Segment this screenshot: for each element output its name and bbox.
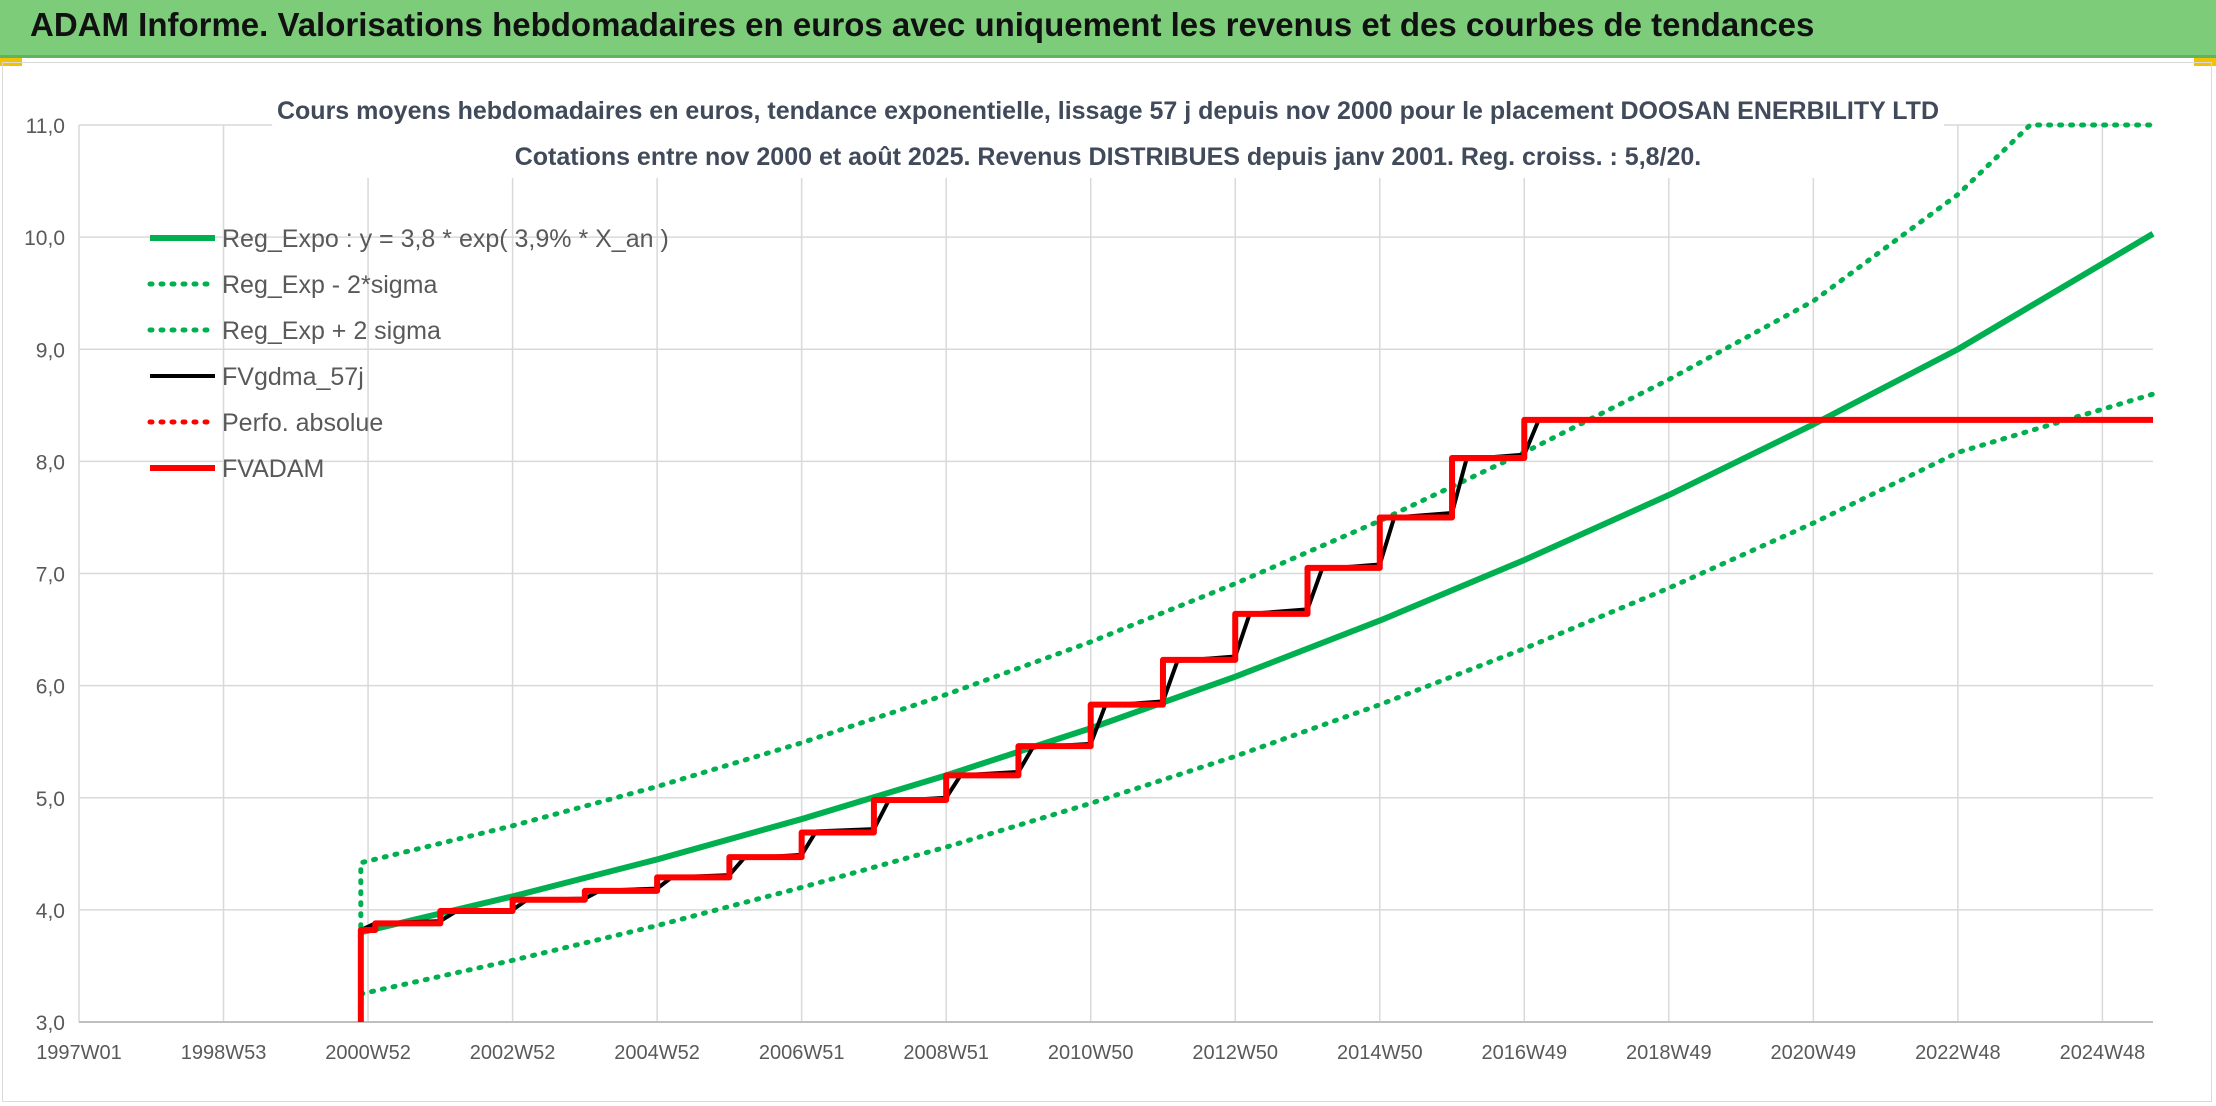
y-tick-label: 3,0 bbox=[36, 1012, 65, 1035]
y-tick-label: 7,0 bbox=[36, 564, 65, 587]
x-tick-label: 2002W52 bbox=[470, 1042, 556, 1064]
x-tick-label: 2018W49 bbox=[1626, 1042, 1712, 1064]
y-tick-label: 10,0 bbox=[24, 227, 65, 250]
axis-layer: 3,0 4,0 5,0 6,0 7,0 8,0 9,0 10,0 11,0 1997W01 1998… bbox=[24, 115, 2153, 1064]
legend-entry: FVADAM bbox=[222, 455, 324, 483]
x-tick-label: 2016W49 bbox=[1481, 1042, 1567, 1064]
y-tick-label: 9,0 bbox=[36, 339, 65, 362]
x-tick-label: 1998W53 bbox=[181, 1042, 267, 1064]
y-tick-label: 4,0 bbox=[36, 900, 65, 923]
legend-entry: Perfo. absolue bbox=[222, 409, 383, 437]
legend-entry: Reg_Exp - 2*sigma bbox=[222, 271, 437, 299]
legend: Reg_Expo : y = 3,8 * exp( 3,9% * X_an ) R… bbox=[147, 225, 669, 483]
y-tick-label: 5,0 bbox=[36, 788, 65, 811]
x-tick-label: 2024W48 bbox=[2060, 1042, 2146, 1064]
legend-entry: Reg_Expo : y = 3,8 * exp( 3,9% * X_an ) bbox=[222, 225, 669, 253]
series-line-3 bbox=[359, 419, 1541, 932]
series-line-2 bbox=[358, 122, 2156, 930]
chart-title: Cours moyens hebdomadaires en euros, ten… bbox=[277, 97, 1939, 125]
series-line-1 bbox=[358, 391, 2156, 997]
y-tick-label: 8,0 bbox=[36, 451, 65, 474]
x-tick-label: 2008W51 bbox=[903, 1042, 989, 1064]
header-title: ADAM Informe. Valorisations hebdomadaire… bbox=[30, 6, 1815, 43]
y-tick-label: 6,0 bbox=[36, 676, 65, 699]
x-tick-label: 2010W50 bbox=[1048, 1042, 1134, 1064]
header-bar: ADAM Informe. Valorisations hebdomadaire… bbox=[0, 0, 2216, 58]
x-tick-label: 2022W48 bbox=[1915, 1042, 2001, 1064]
x-tick-label: 2006W51 bbox=[759, 1042, 845, 1064]
legend-entry: Reg_Exp + 2 sigma bbox=[222, 317, 441, 345]
series-line-0 bbox=[360, 231, 2155, 936]
chart-subtitle: Cotations entre nov 2000 et août 2025. R… bbox=[515, 143, 1702, 171]
x-tick-label: 2012W50 bbox=[1192, 1042, 1278, 1064]
x-tick-label: 1997W01 bbox=[36, 1042, 122, 1064]
legend-entry: FVgdma_57j bbox=[222, 363, 364, 391]
series-line-5 bbox=[357, 416, 2153, 1022]
x-tick-label: 2004W52 bbox=[614, 1042, 700, 1064]
grid-layer bbox=[78, 124, 2153, 1023]
x-tick-label: 2000W52 bbox=[325, 1042, 411, 1064]
x-tick-label: 2020W49 bbox=[1771, 1042, 1857, 1064]
chart-frame bbox=[2, 62, 2212, 1102]
x-tick-label: 2014W50 bbox=[1337, 1042, 1423, 1064]
chart-title-background bbox=[272, 86, 1944, 178]
series-layer bbox=[357, 122, 2156, 1022]
y-tick-label: 11,0 bbox=[26, 115, 65, 138]
